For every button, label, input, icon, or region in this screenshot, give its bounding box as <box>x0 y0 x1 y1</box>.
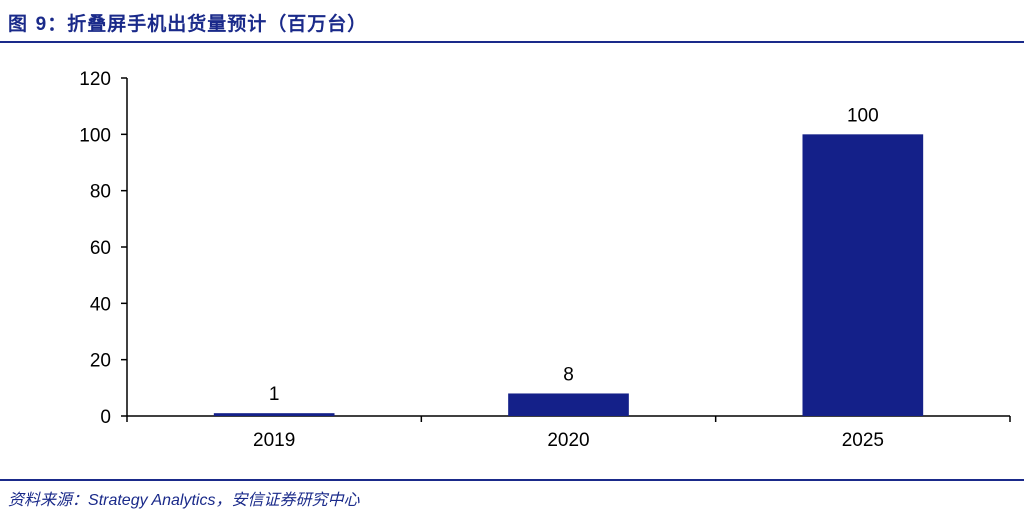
source-suffix: ，安信证券研究中心 <box>215 490 360 509</box>
chart-title: 图 9：折叠屏手机出货量预计（百万台） <box>8 9 367 36</box>
y-axis: 0 20 40 60 80 100 120 <box>79 69 128 428</box>
figure-number: 9 <box>35 14 48 35</box>
y-tick-label: 100 <box>79 125 111 146</box>
y-tick-label: 0 <box>100 407 111 428</box>
source-divider <box>0 479 1024 481</box>
y-tick-label: 20 <box>90 351 111 372</box>
x-axis: 2019 2020 2025 <box>126 415 1011 451</box>
y-tick-label: 60 <box>90 238 111 259</box>
bar-2019 <box>213 413 335 416</box>
data-label-2019: 1 <box>269 384 280 405</box>
title-divider <box>0 41 1024 43</box>
y-tick-label: 40 <box>90 294 111 315</box>
figure-prefix: 图 <box>8 13 36 35</box>
bars <box>213 134 924 417</box>
bar-chart: 0 20 40 60 80 100 120 2019 2020 2025 1 8 100 <box>79 69 1011 451</box>
bar-2020 <box>508 393 629 416</box>
bar-2025 <box>802 134 924 417</box>
data-label-2020: 8 <box>563 364 574 385</box>
figure-title-text: ：折叠屏手机出货量预计（百万台） <box>47 13 368 35</box>
source-name: Strategy Analytics <box>88 492 216 509</box>
data-labels: 1 8 100 <box>269 105 879 405</box>
source-prefix: 资料来源： <box>8 490 89 509</box>
y-tick-label: 120 <box>79 69 111 90</box>
x-tick-label: 2025 <box>842 430 884 451</box>
source-note: 资料来源：Strategy Analytics，安信证券研究中心 <box>8 486 360 510</box>
y-tick-label: 80 <box>90 182 111 203</box>
x-tick-label: 2019 <box>253 430 295 451</box>
data-label-2025: 100 <box>847 105 879 126</box>
x-tick-label: 2020 <box>547 430 589 451</box>
